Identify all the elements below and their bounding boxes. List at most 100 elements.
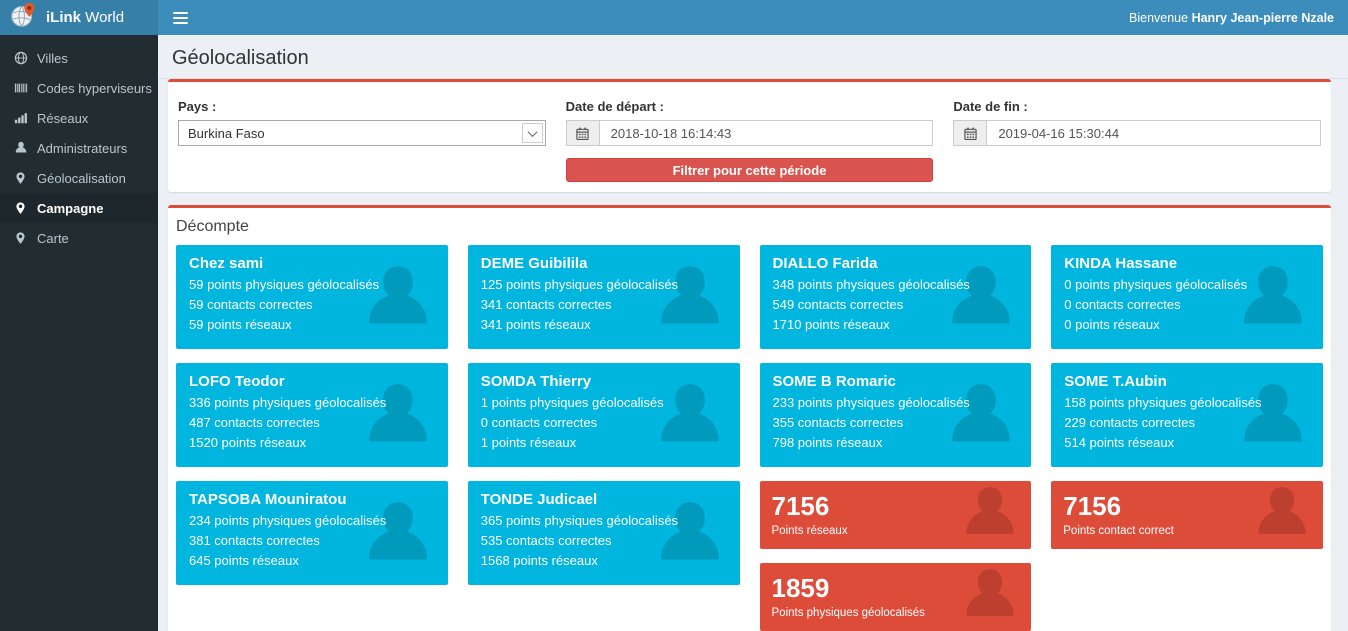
decompte-panel: Décompte Chez sami 59 points physiques g… [168,205,1331,631]
filter-panel: Pays : Burkina Faso Date de départ : [168,79,1331,192]
agent-stat-line: 487 contacts correctes [189,415,320,430]
brand-name-bold: iLink [46,9,82,26]
welcome-prefix: Bienvenue [1129,10,1189,25]
chevron-down-icon [521,123,543,143]
agent-name: TAPSOBA Mouniratou [189,491,347,508]
person-icon [652,377,728,457]
agent-stat-line: 0 points physiques géolocalisés [1064,277,1248,292]
sidebar-item-villes[interactable]: Villes [0,43,158,73]
sidebar-nav: Villes Codes hyperviseurs Réseaux Administr… [0,35,158,631]
sidebar-item-reseaux[interactable]: Réseaux [0,103,158,133]
barcode-icon [13,81,28,96]
filter-period-button[interactable]: Filtrer pour cette période [565,158,934,182]
person-icon [1235,377,1311,457]
bar-chart-icon [13,111,28,126]
date-end-label: Date de fin : [953,99,1028,114]
agent-stat-line: 0 points réseaux [1064,317,1160,332]
agent-stat-line: 355 contacts correctes [772,415,904,430]
person-icon [652,259,728,339]
agent-card[interactable]: SOME B Romaric 233 points physiques géol… [759,363,1032,467]
total-card-points-physiques[interactable]: 1859 Points physiques géolocalisés [759,563,1032,631]
agent-card[interactable]: KINDA Hassane 0 points physiques géoloca… [1051,245,1323,349]
agent-card[interactable]: DEME Guibilila 125 points physiques géol… [467,245,740,349]
country-selected-value: Burkina Faso [188,125,265,141]
agent-name: Chez sami [189,255,264,272]
hamburger-icon[interactable] [158,0,202,35]
sidebar-item-codes-hyperviseurs[interactable]: Codes hyperviseurs [0,73,158,103]
total-label: Points réseaux [771,525,848,537]
agent-stat-line: 59 contacts correctes [189,297,313,312]
agent-name: DIALLO Farida [772,255,878,272]
agent-card[interactable]: DIALLO Farida 348 points physiques géolo… [759,245,1032,349]
agent-stat-line: 381 contacts correctes [189,533,320,548]
person-icon [943,377,1019,457]
user-icon [13,141,28,156]
agent-stat-line: 59 points physiques géolocalisés [189,277,380,292]
brand-logo[interactable]: iLink World [0,0,158,35]
date-end-input[interactable] [987,120,1322,146]
welcome-message: Bienvenue Hanry Jean-pierre Nzale [1129,11,1348,25]
total-value: 1859 [771,573,830,603]
agent-card[interactable]: TAPSOBA Mouniratou 234 points physiques … [176,481,448,585]
person-icon [959,483,1021,545]
person-icon [1235,259,1311,339]
agent-name: SOMDA Thierry [480,373,592,390]
person-icon [360,259,436,339]
agent-stat-line: 341 contacts correctes [480,297,612,312]
agent-card[interactable]: LOFO Teodor 336 points physiques géoloca… [176,363,448,467]
person-icon [652,495,728,575]
date-end-group [953,120,1322,146]
country-label: Pays : [178,99,217,114]
map-marker-icon [13,201,28,216]
page-title: Géolocalisation [172,47,309,69]
agent-name: LOFO Teodor [189,373,285,390]
person-icon [360,377,436,457]
agent-card[interactable]: Chez sami 59 points physiques géolocalis… [176,245,448,349]
agent-stat-line: 1710 points réseaux [772,317,890,332]
top-navbar: iLink World Bienvenue Hanry Jean-pierre … [0,0,1348,35]
agent-stat-line: 514 points réseaux [1064,435,1175,450]
agent-card[interactable]: TONDE Judicael 365 points physiques géol… [467,481,740,585]
user-name[interactable]: Hanry Jean-pierre Nzale [1191,10,1334,25]
agent-card[interactable]: SOME T.Aubin 158 points physiques géoloc… [1051,363,1323,467]
decompte-title: Décompte [176,218,249,235]
main-content: Géolocalisation Pays : Burkina Faso Date… [158,35,1348,631]
date-start-input[interactable] [599,120,934,146]
agent-stat-line: 365 points physiques géolocalisés [480,513,679,528]
agent-stat-line: 645 points réseaux [189,553,299,568]
sidebar-item-carte[interactable]: Carte [0,223,158,253]
agent-name: SOME B Romaric [772,373,896,390]
date-start-group [565,120,934,146]
sidebar-item-geolocalisation[interactable]: Géolocalisation [0,163,158,193]
agent-name: KINDA Hassane [1064,255,1178,272]
sidebar-item-administrateurs[interactable]: Administrateurs [0,133,158,163]
globe-icon [13,51,28,66]
agent-stat-line: 1 points physiques géolocalisés [480,395,664,410]
agent-stat-line: 59 points réseaux [189,317,292,332]
agent-stat-line: 348 points physiques géolocalisés [772,277,970,292]
content-header: Géolocalisation [158,35,1348,79]
sidebar-item-campagne[interactable]: Campagne [0,193,158,223]
country-select[interactable]: Burkina Faso [178,120,546,146]
map-marker-icon [13,231,28,246]
total-label: Points physiques géolocalisés [771,607,925,619]
person-icon [959,565,1021,627]
brand-name-light: World [81,9,125,26]
total-card-points-contact[interactable]: 7156 Points contact correct [1051,481,1323,549]
agent-stat-line: 1568 points réseaux [480,553,598,568]
agent-stat-line: 158 points physiques géolocalisés [1064,395,1262,410]
calendar-icon [565,120,600,146]
agent-card[interactable]: SOMDA Thierry 1 points physiques géoloca… [467,363,740,467]
total-card-points-reseaux[interactable]: 7156 Points réseaux [759,481,1032,549]
agent-stat-line: 549 contacts correctes [772,297,904,312]
agent-stat-line: 798 points réseaux [772,435,883,450]
agent-stat-line: 341 points réseaux [480,317,591,332]
total-value: 7156 [771,491,830,521]
agent-stat-line: 535 contacts correctes [480,533,612,548]
agent-name: DEME Guibilila [480,255,588,272]
agent-stat-line: 0 contacts correctes [480,415,598,430]
agent-stat-line: 1 points réseaux [480,435,577,450]
person-icon [943,259,1019,339]
person-icon [360,495,436,575]
agent-stat-line: 0 contacts correctes [1064,297,1181,312]
